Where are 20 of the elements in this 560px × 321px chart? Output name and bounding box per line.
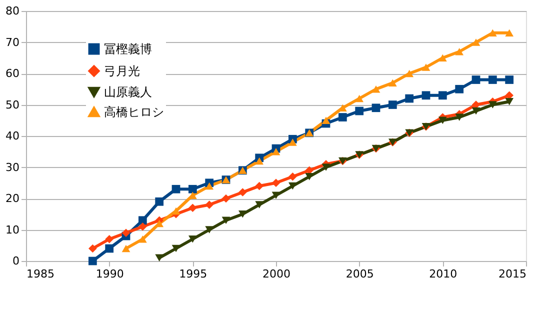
y-tick-label: 40	[6, 130, 20, 142]
y-tick-label: 30	[6, 160, 20, 174]
legend-label: 高橋ヒロシ	[104, 105, 164, 119]
x-tick-label: 1990	[96, 268, 124, 280]
y-tick-label: 80	[6, 4, 20, 18]
legend-label: 弓月光	[104, 64, 140, 78]
legend-label: 山原義人	[104, 85, 152, 99]
x-tick-label: 2010	[429, 268, 458, 280]
x-tick-label: 2000	[262, 268, 290, 280]
y-tick-label: 50	[6, 98, 20, 112]
x-tick-label: 2005	[346, 268, 374, 280]
y-tick-label: 60	[6, 67, 20, 80]
y-tick-label: 20	[6, 192, 20, 205]
y-tick-label: 10	[6, 223, 20, 236]
x-tick-label: 1995	[179, 268, 208, 280]
x-tick-label: 2015	[498, 268, 526, 280]
x-tick-label: 1985	[26, 268, 54, 280]
legend-label: 冨樫義博	[104, 42, 152, 56]
y-tick-label: 70	[6, 36, 20, 49]
y-tick-label: 0	[12, 254, 20, 268]
